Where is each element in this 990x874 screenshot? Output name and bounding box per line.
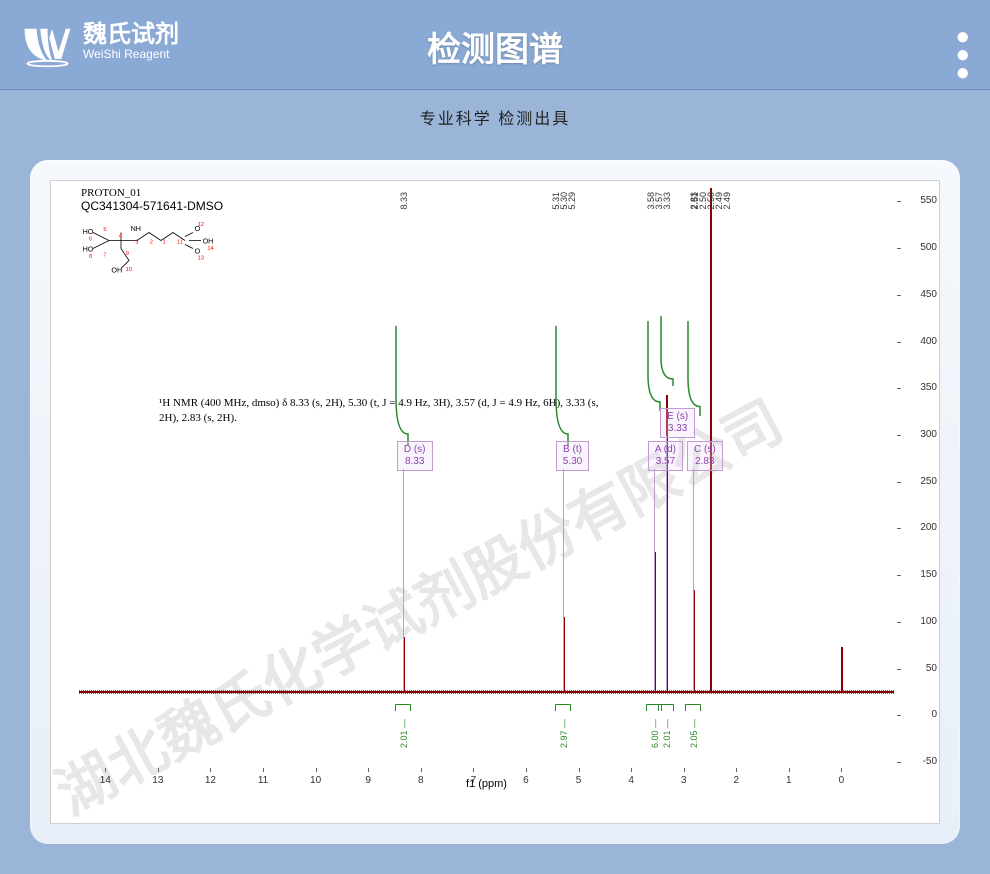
- y-tick-mark: [897, 669, 901, 670]
- peak-box-connector: [403, 469, 404, 691]
- menu-dots-icon[interactable]: ●●●: [956, 25, 971, 85]
- peak-annotation-box: D (s)8.33: [397, 441, 433, 471]
- plot-area: 8.335.315.305.293.583.573.332.832.512.50…: [79, 186, 894, 768]
- y-tick-mark: [897, 622, 901, 623]
- x-tick-mark: [631, 768, 632, 772]
- integral-value: 2.05 —: [689, 719, 699, 748]
- x-tick-label: 5: [576, 775, 582, 786]
- peak-annotation-box: B (t)5.30: [556, 441, 589, 471]
- x-tick-mark: [684, 768, 685, 772]
- y-tick-mark: [897, 201, 901, 202]
- x-tick-mark: [579, 768, 580, 772]
- page-subtitle: 专业科学 检测出具: [0, 105, 990, 129]
- y-tick-mark: [897, 435, 901, 436]
- peak-box-connector: [563, 469, 564, 691]
- y-tick-label: 200: [920, 522, 937, 533]
- y-tick-label: 300: [920, 429, 937, 440]
- x-tick-label: 9: [365, 775, 371, 786]
- x-tick-mark: [789, 768, 790, 772]
- x-tick-mark: [158, 768, 159, 772]
- y-tick-mark: [897, 762, 901, 763]
- peak-box-connector: [654, 469, 655, 691]
- y-tick-mark: [897, 295, 901, 296]
- y-tick-label: -50: [923, 756, 937, 767]
- peak-annotation-box: C (s)2.83: [687, 441, 723, 471]
- x-tick-label: 8: [418, 775, 424, 786]
- y-tick-label: 400: [920, 336, 937, 347]
- x-tick-mark: [473, 768, 474, 772]
- y-tick-mark: [897, 248, 901, 249]
- y-tick-mark: [897, 528, 901, 529]
- x-tick-label: 4: [628, 775, 634, 786]
- x-tick-label: 2: [733, 775, 739, 786]
- logo-text-en: WeiShi Reagent: [83, 47, 179, 61]
- x-tick-mark: [841, 768, 842, 772]
- y-tick-mark: [897, 482, 901, 483]
- x-tick-label: 11: [258, 775, 268, 786]
- x-tick-label: 12: [205, 775, 216, 786]
- x-tick-label: 6: [523, 775, 529, 786]
- spectrum-plot: PROTON_01 QC341304-571641-DMSO HO HO NH …: [50, 180, 940, 824]
- integral-bracket: [395, 704, 411, 712]
- peak-ppm-label: 2.49: [722, 192, 732, 210]
- y-tick-label: 250: [920, 476, 937, 487]
- x-tick-mark: [526, 768, 527, 772]
- noise: [79, 690, 894, 694]
- integral-value: 2.97 —: [559, 719, 569, 748]
- integral-curve: [554, 326, 574, 446]
- y-tick-label: 450: [920, 289, 937, 300]
- spectrum-card: PROTON_01 QC341304-571641-DMSO HO HO NH …: [30, 160, 960, 844]
- integral-curve: [686, 321, 706, 416]
- y-tick-label: 50: [926, 663, 937, 674]
- x-tick-mark: [210, 768, 211, 772]
- nmr-peak: [841, 647, 843, 693]
- x-axis-label: f1 (ppm): [466, 778, 507, 790]
- x-tick-mark: [368, 768, 369, 772]
- x-tick-mark: [421, 768, 422, 772]
- y-tick-label: 0: [931, 709, 937, 720]
- y-tick-mark: [897, 342, 901, 343]
- x-tick-mark: [105, 768, 106, 772]
- integral-bracket: [685, 704, 701, 712]
- y-axis: -50 0 50 100 150 200 250 300 350 400 450 500 550: [899, 186, 939, 768]
- page-title: 检测图谱: [427, 22, 563, 71]
- x-tick-label: 1: [786, 775, 792, 786]
- integral-bracket: [555, 704, 571, 712]
- peak-box-connector: [666, 436, 667, 691]
- x-tick-label: 10: [310, 775, 321, 786]
- integral-value: 2.01 —: [662, 719, 672, 748]
- x-tick-label: 14: [100, 775, 111, 786]
- y-tick-mark: [897, 715, 901, 716]
- integral-curve: [659, 316, 679, 386]
- x-tick-label: 3: [681, 775, 687, 786]
- y-tick-label: 150: [920, 569, 937, 580]
- logo-icon: [20, 15, 75, 70]
- integral-value: 2.01 —: [399, 719, 409, 748]
- peak-box-connector: [693, 469, 694, 691]
- integral-bracket: [658, 704, 674, 712]
- x-tick-label: 13: [152, 775, 163, 786]
- peak-ppm-label: 5.29: [567, 192, 577, 210]
- x-axis: 14131211109876543210 f1 (ppm): [79, 768, 894, 798]
- y-tick-mark: [897, 388, 901, 389]
- x-tick-mark: [316, 768, 317, 772]
- integral-value: 6.00 —: [650, 719, 660, 748]
- x-tick-label: 0: [839, 775, 845, 786]
- header-bar: 魏氏试剂 WeiShi Reagent 检测图谱 ●●●: [0, 0, 990, 90]
- logo: 魏氏试剂 WeiShi Reagent: [20, 15, 179, 70]
- logo-text-cn: 魏氏试剂: [83, 23, 179, 47]
- y-tick-mark: [897, 575, 901, 576]
- y-tick-label: 100: [920, 616, 937, 627]
- y-tick-label: 500: [920, 242, 937, 253]
- y-tick-label: 550: [920, 195, 937, 206]
- peak-ppm-label: 8.33: [399, 192, 409, 210]
- x-tick-mark: [263, 768, 264, 772]
- integral-curve: [394, 326, 414, 446]
- y-tick-label: 350: [920, 382, 937, 393]
- x-tick-mark: [736, 768, 737, 772]
- peak-annotation-box: E (s)3.33: [660, 408, 695, 438]
- peak-ppm-label: 3.33: [662, 192, 672, 210]
